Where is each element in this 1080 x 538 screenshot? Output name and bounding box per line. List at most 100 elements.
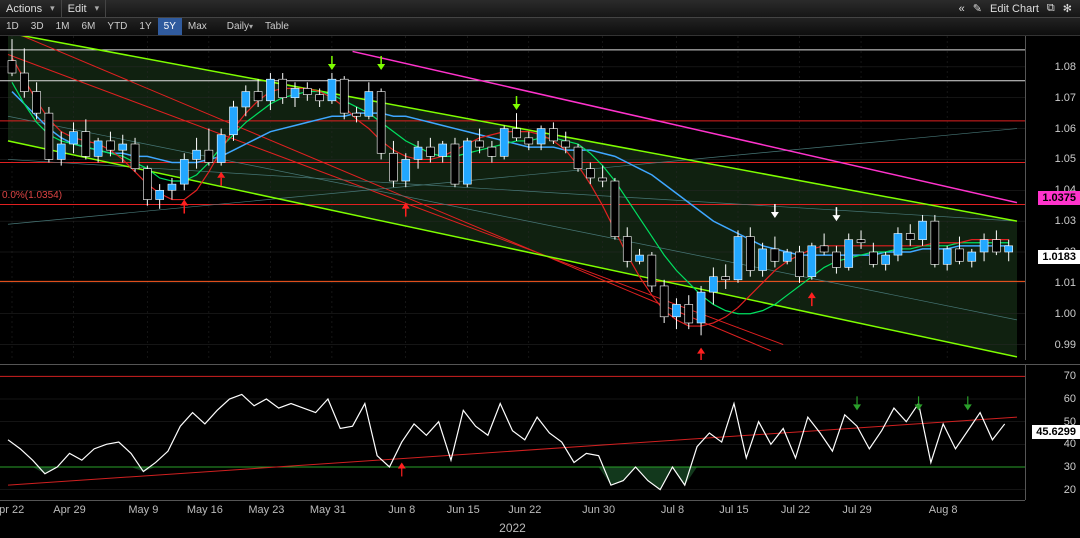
gear-icon[interactable]: ✻ (1063, 2, 1072, 15)
y-tick: 1.06 (1055, 123, 1076, 135)
y-tick: 1.08 (1055, 61, 1076, 73)
candle (119, 144, 127, 150)
edit-menu[interactable]: Edit (62, 0, 107, 17)
candle (426, 147, 434, 156)
candle (193, 150, 201, 159)
candle (943, 249, 951, 264)
candle (808, 246, 816, 277)
x-tick: Apr 29 (53, 504, 85, 516)
y-tick: 1.01 (1055, 277, 1076, 289)
fib-level-label: 0.0%(1.0354) (2, 190, 62, 201)
x-tick: Jul 29 (842, 504, 871, 516)
indicator-value-tag: 45.6299 (1032, 425, 1080, 439)
indicator-chart[interactable] (0, 364, 1025, 500)
edit-chart-button[interactable]: Edit Chart (990, 3, 1039, 15)
candle (537, 129, 545, 144)
candle (414, 147, 422, 159)
candle (402, 159, 410, 181)
candle (217, 135, 225, 163)
table-view-button[interactable]: Table (259, 18, 295, 35)
y-tick: 1.00 (1055, 308, 1076, 320)
candle (672, 304, 680, 316)
timeframe-6m[interactable]: 6M (76, 18, 102, 35)
candle (168, 184, 176, 190)
candle (955, 249, 963, 261)
candle (549, 129, 557, 141)
candle (33, 92, 41, 114)
price-tag: 1.0375 (1038, 191, 1080, 205)
candle (771, 249, 779, 261)
candle (796, 252, 804, 277)
candle (783, 252, 791, 261)
candle (992, 240, 1000, 252)
candle (316, 95, 324, 101)
candle (599, 178, 607, 181)
y-tick: 0.99 (1055, 339, 1076, 351)
candle (562, 141, 570, 147)
candle (857, 240, 865, 243)
candle (611, 181, 619, 237)
timeframe-1d[interactable]: 1D (0, 18, 25, 35)
rewind-icon[interactable]: « (959, 3, 965, 15)
candle (377, 92, 385, 154)
candle (980, 240, 988, 252)
edit-label: Edit (68, 3, 87, 15)
candle (734, 237, 742, 280)
candle (365, 92, 373, 117)
price-tag: 1.0183 (1038, 250, 1080, 264)
pencil-icon[interactable]: ✎ (973, 2, 982, 15)
candle (291, 88, 299, 97)
x-tick: May 9 (128, 504, 158, 516)
candle (845, 240, 853, 268)
candle (746, 237, 754, 271)
timeframe-ytd[interactable]: YTD (101, 18, 133, 35)
candle (439, 144, 447, 156)
candle (636, 255, 644, 261)
timeframe-5y[interactable]: 5Y (158, 18, 182, 35)
sub-y-tick: 20 (1064, 484, 1076, 496)
sub-y-tick: 60 (1064, 393, 1076, 405)
date-x-axis: 2022 Apr 22Apr 29May 9May 16May 23May 31… (0, 500, 1025, 538)
popout-icon[interactable]: ⧉ (1047, 2, 1055, 15)
x-tick: May 16 (187, 504, 223, 516)
candle (697, 292, 705, 323)
candle (488, 147, 496, 156)
x-tick: Apr 22 (0, 504, 24, 516)
x-axis-year: 2022 (499, 521, 526, 535)
candle (623, 237, 631, 262)
candle (882, 255, 890, 264)
x-tick: Jun 22 (508, 504, 541, 516)
timeframe-3d[interactable]: 3D (25, 18, 50, 35)
sub-y-tick: 30 (1064, 461, 1076, 473)
candle (832, 252, 840, 267)
candle (500, 129, 508, 157)
candle (685, 304, 693, 323)
candle (586, 169, 594, 178)
candle (869, 252, 877, 264)
candle (1005, 246, 1013, 252)
candle (254, 92, 262, 101)
candle (919, 221, 927, 240)
timeframe-1y[interactable]: 1Y (133, 18, 157, 35)
x-tick: Jul 15 (719, 504, 748, 516)
candle (389, 153, 397, 181)
sub-y-tick: 70 (1064, 370, 1076, 382)
x-tick: May 31 (310, 504, 346, 516)
candle (476, 141, 484, 147)
x-tick: Jul 22 (781, 504, 810, 516)
candle (722, 277, 730, 280)
candle (106, 141, 114, 150)
timeframe-1m[interactable]: 1M (50, 18, 76, 35)
candle (8, 61, 16, 73)
actions-label: Actions (6, 3, 42, 15)
candle (340, 79, 348, 113)
top-toolbar: Actions Edit « ✎ Edit Chart ⧉ ✻ (0, 0, 1080, 18)
main-price-chart[interactable]: 0.0%(1.0354) (0, 36, 1025, 360)
root: Actions Edit « ✎ Edit Chart ⧉ ✻ 1D3D1M6M… (0, 0, 1080, 538)
periodicity-dropdown[interactable]: Daily (221, 18, 259, 35)
candle (820, 246, 828, 252)
candle (759, 249, 767, 271)
candle (648, 255, 656, 286)
actions-menu[interactable]: Actions (0, 0, 62, 17)
timeframe-max[interactable]: Max (182, 18, 213, 35)
